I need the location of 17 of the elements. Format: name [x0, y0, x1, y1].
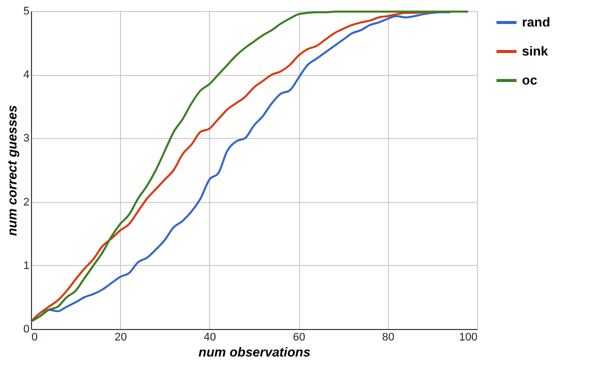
- x-axis-title: num observations: [198, 344, 310, 360]
- x-tick-label: 0: [32, 332, 38, 344]
- y-tick-label: 1: [23, 260, 30, 272]
- y-tick-label: 5: [23, 6, 30, 18]
- y-tick-label: 2: [23, 196, 30, 208]
- y-tick-label: 3: [23, 132, 30, 145]
- x-tick-label: 60: [292, 332, 306, 344]
- legend-label: rand: [522, 14, 550, 30]
- y-tick-label: 4: [23, 69, 30, 82]
- x-tick-label: 40: [204, 332, 216, 344]
- y-tick-label: 0: [23, 324, 30, 336]
- x-tick-label: 100: [459, 332, 478, 344]
- y-axis-title: num correct guesses: [4, 105, 20, 236]
- x-tick-label: 80: [382, 332, 394, 344]
- legend-label: oc: [522, 72, 538, 88]
- legend-label: sink: [522, 44, 549, 58]
- x-tick-label: 20: [114, 332, 127, 344]
